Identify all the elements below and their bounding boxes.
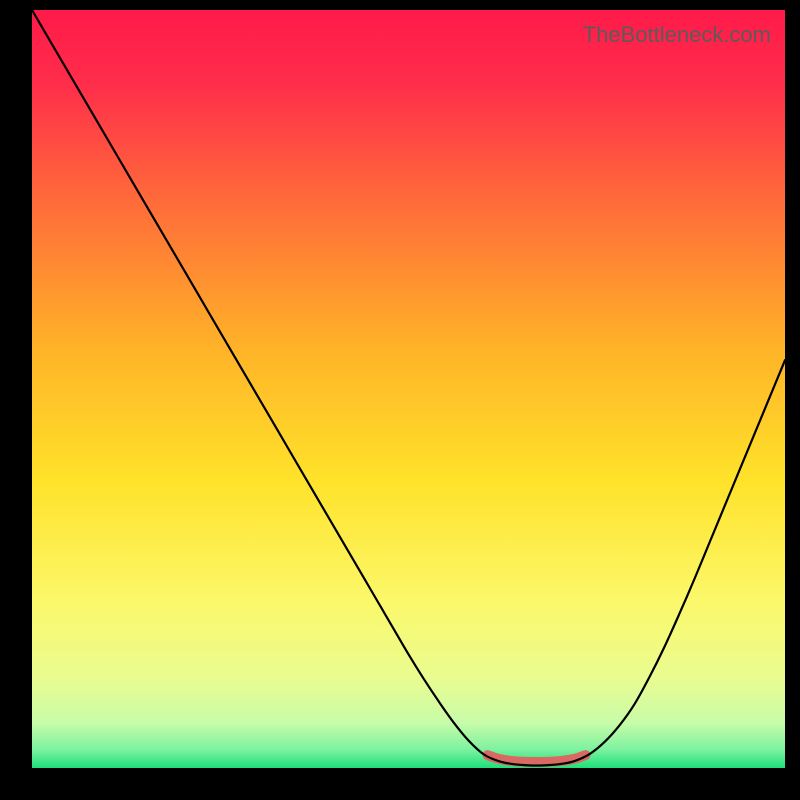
bottleneck-curve	[32, 10, 785, 766]
bottleneck-highlight	[488, 755, 586, 762]
chart-frame: TheBottleneck.com	[0, 0, 800, 800]
watermark-text: TheBottleneck.com	[583, 22, 771, 48]
curve-layer	[32, 10, 785, 768]
plot-area	[32, 10, 785, 768]
